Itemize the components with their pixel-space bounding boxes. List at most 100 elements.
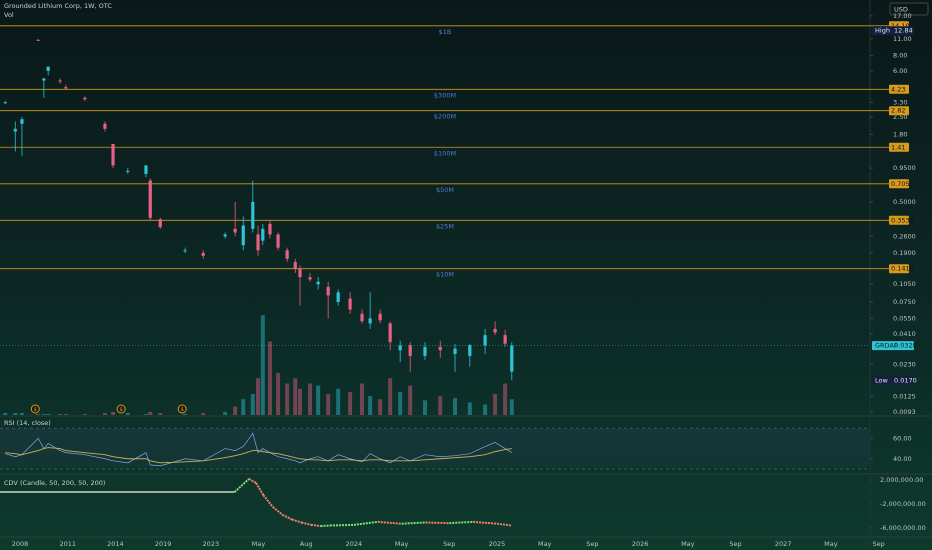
- x-tick-label: 2011: [59, 540, 76, 548]
- cdv-segment: [496, 522, 512, 527]
- marker-name: GRDAF: [875, 342, 898, 350]
- candle-body: [223, 234, 227, 237]
- cdv-segment: [310, 523, 321, 528]
- volume-bar: [63, 413, 68, 415]
- level-label: 2.82: [891, 107, 905, 115]
- currency-button[interactable]: [889, 2, 929, 16]
- y-tick-label: 0.2600: [893, 232, 916, 240]
- marker-box: [872, 341, 914, 351]
- candle-body: [158, 219, 162, 228]
- volume-bar: [201, 412, 206, 415]
- x-tick-label: 2019: [155, 540, 172, 548]
- candle-body: [453, 348, 457, 354]
- y-tick-label: 0.0550: [893, 314, 916, 322]
- volume-bar: [467, 402, 472, 415]
- volume-bar: [308, 383, 313, 415]
- candle-body: [36, 39, 40, 41]
- x-tick-label: 2024: [346, 540, 363, 548]
- candle-body: [233, 228, 237, 233]
- x-tick-label: Sep: [872, 540, 884, 548]
- marker-label: 0.0170: [894, 376, 917, 384]
- y-tick-label: 2,000,000.00: [880, 476, 923, 484]
- volume-bar: [267, 341, 272, 415]
- candle-body: [20, 119, 24, 124]
- level-name: $25M: [436, 222, 454, 230]
- event-label: $: [119, 407, 123, 413]
- x-tick-label: 2008: [12, 540, 29, 548]
- y-tick-label: 0.9500: [893, 164, 916, 172]
- marker-name: Low: [875, 376, 888, 384]
- x-tick-label: 2023: [203, 540, 220, 548]
- level-label: 0.7050: [891, 180, 914, 188]
- level-box: [889, 84, 909, 94]
- candle-body: [268, 223, 272, 235]
- candle-body: [316, 281, 320, 285]
- candle-body: [256, 234, 260, 251]
- y-tick-label: 0.0093: [893, 408, 916, 416]
- cdv-segment: [353, 520, 378, 526]
- cdv-segment: [248, 478, 257, 484]
- volume-bar: [408, 385, 413, 415]
- x-tick-label: May: [824, 540, 838, 548]
- volume-bar: [438, 396, 443, 415]
- volume-bar: [368, 396, 373, 415]
- x-tick-label: 2014: [107, 540, 124, 548]
- y-tick-label: 17.00: [893, 12, 912, 20]
- cdv-segment: [301, 521, 312, 526]
- candle-body: [398, 345, 402, 351]
- y-tick-label: 0.0230: [893, 360, 916, 368]
- x-tick-label: May: [538, 540, 552, 548]
- volume-bar: [58, 413, 63, 415]
- candle-body: [3, 102, 7, 104]
- candle-body: [144, 165, 148, 174]
- volume-bar: [276, 373, 281, 415]
- volume-bar: [316, 385, 321, 415]
- candle-body: [298, 269, 302, 278]
- currency[interactable]: USD: [894, 6, 908, 14]
- volume-bar: [143, 413, 148, 415]
- volume-bar: [483, 404, 488, 415]
- x-tick-label: May: [681, 540, 695, 548]
- candle-body: [468, 345, 472, 356]
- x-tick-label: Aug: [300, 540, 313, 548]
- level-box: [889, 264, 909, 274]
- y-tick-label: 6.00: [893, 67, 907, 75]
- candle-body: [276, 234, 280, 248]
- candle-body: [503, 335, 507, 344]
- cdv-segment: [377, 520, 402, 525]
- candle-body: [388, 323, 392, 343]
- y-tick-label: 2.50: [893, 113, 907, 121]
- volume-bar: [453, 398, 458, 415]
- volume-bar: [3, 412, 8, 415]
- volume-bar: [348, 391, 353, 415]
- cdv-segment: [320, 524, 331, 528]
- marker-label: 12.84: [894, 27, 913, 35]
- event-label: $: [180, 407, 184, 413]
- level-label: 4.23: [891, 85, 905, 93]
- x-tick-label: 2025: [489, 540, 506, 548]
- cdv-segment: [233, 478, 250, 493]
- candle-body: [408, 345, 412, 356]
- x-tick-label: May: [395, 540, 409, 548]
- level-label: 1.41: [891, 143, 905, 151]
- event-label: $: [34, 407, 38, 413]
- volume-bar: [256, 378, 261, 415]
- y-tick-label: 8.00: [893, 52, 907, 60]
- candle-body: [46, 66, 50, 71]
- level-box: [889, 215, 909, 225]
- candle-body: [58, 80, 62, 82]
- y-tick-label: 0.5000: [893, 198, 916, 206]
- volume-bar: [102, 412, 107, 415]
- event-icon: [116, 404, 126, 414]
- volume-bar: [298, 388, 303, 415]
- volume-bar: [493, 394, 498, 415]
- event-icon: [30, 404, 40, 414]
- y-tick-label: 0.1050: [893, 280, 916, 288]
- volume-bar: [336, 388, 341, 415]
- volume-bar: [422, 400, 427, 415]
- volume-bar: [82, 413, 87, 415]
- volume-bar: [250, 394, 255, 415]
- volume-bar: [125, 412, 130, 415]
- cdv-segment: [255, 482, 265, 496]
- cdv-segment: [272, 506, 283, 516]
